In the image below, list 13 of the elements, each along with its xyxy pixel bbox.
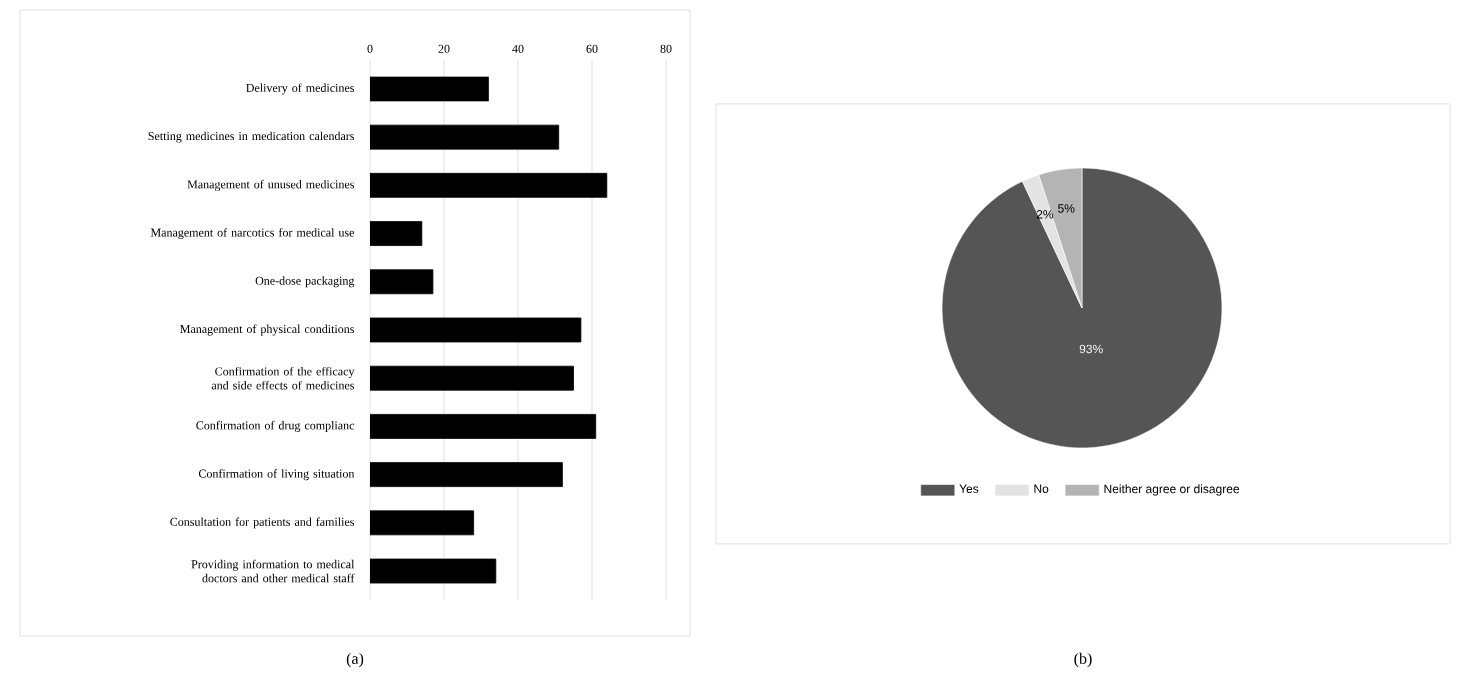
bar — [370, 510, 475, 536]
bar — [370, 414, 597, 439]
bar — [370, 76, 489, 102]
bar — [370, 558, 497, 584]
bar — [370, 221, 423, 246]
bar — [370, 124, 560, 150]
bar — [370, 269, 434, 295]
bar — [370, 462, 563, 488]
text: (a) — [346, 652, 364, 668]
text: (b) — [1074, 652, 1092, 668]
bar — [370, 172, 608, 198]
bar — [370, 317, 582, 343]
bar — [370, 365, 574, 391]
